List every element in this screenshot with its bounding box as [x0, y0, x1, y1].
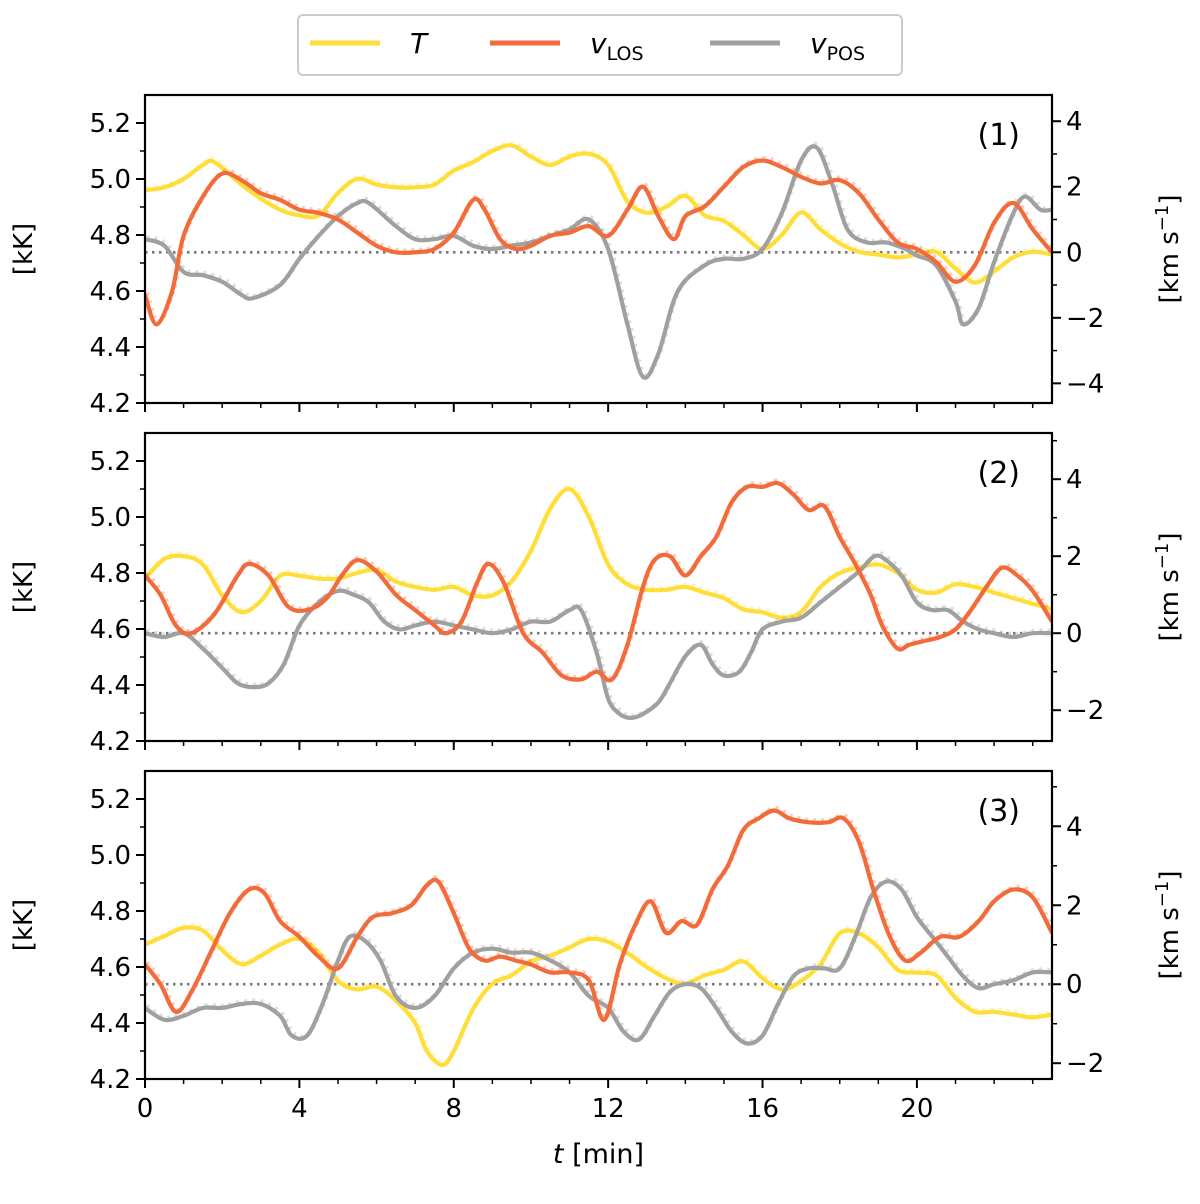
right-tick-label: −4: [1066, 369, 1104, 399]
panel-2: 4.2 4.4 4.6 4.8 5.0 5.2 −2 0 2 4 [kK] [km s−1] (2): [9, 431, 1185, 757]
panel-frame: [143, 93, 1054, 405]
panel-label: (3): [978, 794, 1021, 829]
left-tick-label: 4.6: [90, 615, 131, 645]
right-tick-label: 4: [1066, 812, 1083, 842]
series-vlos-raw: [145, 805, 1052, 1021]
left-tick-label: 4.4: [90, 1009, 131, 1039]
left-tick-label: 5.2: [90, 109, 131, 139]
left-tick-label: 4.2: [90, 389, 131, 419]
left-tick-label: 4.6: [90, 953, 131, 983]
series-vpos-raw: [145, 551, 1052, 719]
series-T-raw: [145, 922, 1052, 1066]
legend-label: vPOS: [810, 27, 865, 65]
x-axis-label: t [min]: [553, 1139, 644, 1170]
series-T-line: [145, 925, 1052, 1068]
x-tick-label: 20: [900, 1094, 933, 1124]
left-tick-label: 4.2: [90, 1065, 131, 1095]
left-tick-label: 5.2: [90, 785, 131, 815]
y-axis-label-left: [kK]: [9, 561, 39, 613]
right-tick-label: 2: [1066, 891, 1083, 921]
right-tick-label: −2: [1066, 1049, 1104, 1079]
x-tick-label: 0: [137, 1094, 154, 1124]
left-tick-label: 5.0: [90, 841, 131, 871]
series-vpos-raw: [145, 141, 1052, 379]
series-T-raw: [146, 140, 1052, 284]
y-axis-label-right: [km s−1]: [1152, 532, 1185, 641]
right-tick-label: −2: [1066, 304, 1104, 334]
series-vpos-line: [145, 553, 1052, 720]
right-tick-label: −2: [1066, 696, 1104, 726]
x-tick-label: 4: [291, 1094, 308, 1124]
series-vpos-line: [145, 144, 1052, 380]
legend-label: vLOS: [590, 27, 644, 65]
panel-1: 4.2 4.4 4.6 4.8 5.0 5.2 −4 −2 0 2 4 [kK] [km s−1] (1): [9, 93, 1185, 419]
right-tick-label: 0: [1066, 970, 1083, 1000]
left-tick-label: 4.4: [90, 671, 131, 701]
right-tick-label: 0: [1066, 619, 1083, 649]
left-tick-label: 4.8: [90, 559, 131, 589]
series-vpos-line: [145, 879, 1052, 1046]
legend-entry-vlos: vLOS: [490, 27, 644, 65]
right-tick-label: 2: [1066, 173, 1083, 203]
y-axis-label-left: [kK]: [9, 223, 39, 275]
left-tick-label: 5.2: [90, 447, 131, 477]
y-axis-label-right: [km s−1]: [1152, 870, 1185, 979]
legend-entry-T: T: [310, 27, 429, 60]
panel-3: 4.2 4.4 4.6 4.8 5.0 5.2 −2 0 2 4 [kK] [km s−1] (3): [9, 769, 1185, 1095]
series-vlos-line: [145, 480, 1052, 683]
right-tick-label: 0: [1066, 238, 1083, 268]
panel-frame: [143, 431, 1054, 743]
series-T-line: [145, 143, 1052, 285]
right-tick-label: 4: [1066, 465, 1083, 495]
panel-label: (2): [978, 456, 1021, 491]
left-tick-label: 4.2: [90, 727, 131, 757]
series-vlos-line: [145, 158, 1052, 327]
left-tick-label: 5.0: [90, 503, 131, 533]
legend-box: [297, 14, 903, 76]
left-tick-label: 5.0: [90, 165, 131, 195]
legend-entry-vpos: vPOS: [710, 27, 865, 65]
series-vlos-raw: [145, 155, 1052, 325]
y-axis-label-left: [kK]: [9, 899, 39, 951]
left-tick-label: 4.4: [90, 333, 131, 363]
right-tick-label: 2: [1066, 542, 1083, 572]
y-axis-label-right: [km s−1]: [1152, 194, 1185, 303]
left-tick-label: 4.8: [90, 221, 131, 251]
right-tick-label: 4: [1066, 107, 1083, 137]
x-tick-label: 12: [592, 1094, 625, 1124]
left-tick-label: 4.8: [90, 897, 131, 927]
series-vlos-line: [145, 808, 1052, 1022]
panel-label: (1): [978, 118, 1021, 153]
x-tick-label: 8: [445, 1094, 462, 1124]
panel-frame: [143, 769, 1054, 1081]
left-tick-label: 4.6: [90, 277, 131, 307]
x-tick-label: 16: [746, 1094, 779, 1124]
legend-label: T: [410, 27, 429, 60]
